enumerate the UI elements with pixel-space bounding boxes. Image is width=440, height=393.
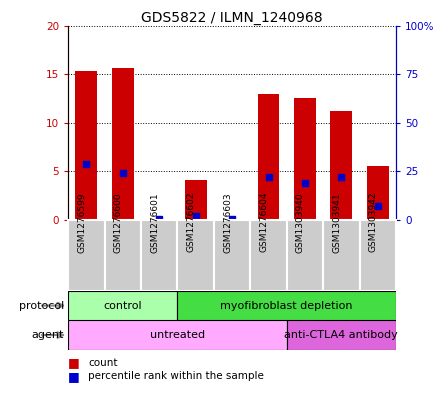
Text: anti-CTLA4 antibody: anti-CTLA4 antibody bbox=[285, 330, 398, 340]
Bar bbox=[105, 220, 141, 291]
Bar bbox=[177, 291, 396, 320]
Bar bbox=[330, 111, 352, 220]
Text: myofibroblast depletion: myofibroblast depletion bbox=[220, 301, 353, 310]
Bar bbox=[112, 68, 134, 220]
Bar bbox=[359, 220, 396, 291]
Text: GSM1303942: GSM1303942 bbox=[369, 192, 378, 252]
Text: protocol: protocol bbox=[18, 301, 64, 310]
Title: GDS5822 / ILMN_1240968: GDS5822 / ILMN_1240968 bbox=[141, 11, 323, 24]
Bar bbox=[148, 219, 170, 220]
Bar bbox=[287, 220, 323, 291]
Bar bbox=[287, 320, 396, 350]
Bar bbox=[68, 220, 105, 291]
Text: GSM1276600: GSM1276600 bbox=[114, 192, 123, 253]
Text: GSM1276601: GSM1276601 bbox=[150, 192, 159, 253]
Bar bbox=[177, 220, 214, 291]
Text: GSM1303941: GSM1303941 bbox=[332, 192, 341, 253]
Text: untreated: untreated bbox=[150, 330, 205, 340]
Text: ■: ■ bbox=[68, 370, 80, 383]
Text: GSM1276599: GSM1276599 bbox=[77, 192, 86, 253]
Bar bbox=[76, 71, 97, 220]
Bar bbox=[367, 165, 389, 220]
Text: GSM1303940: GSM1303940 bbox=[296, 192, 305, 253]
Text: ■: ■ bbox=[68, 356, 80, 369]
Text: control: control bbox=[103, 301, 142, 310]
Text: percentile rank within the sample: percentile rank within the sample bbox=[88, 371, 264, 381]
Bar bbox=[323, 220, 359, 291]
Text: GSM1276604: GSM1276604 bbox=[260, 192, 268, 252]
Bar bbox=[141, 220, 177, 291]
Bar bbox=[68, 291, 177, 320]
Bar bbox=[250, 220, 287, 291]
Bar bbox=[68, 320, 287, 350]
Bar bbox=[294, 97, 316, 220]
Bar bbox=[257, 94, 279, 220]
Bar bbox=[221, 219, 243, 220]
Bar bbox=[214, 220, 250, 291]
Text: GSM1276602: GSM1276602 bbox=[187, 192, 196, 252]
Text: agent: agent bbox=[31, 330, 64, 340]
Text: count: count bbox=[88, 358, 117, 367]
Text: GSM1276603: GSM1276603 bbox=[223, 192, 232, 253]
Bar bbox=[185, 180, 207, 220]
